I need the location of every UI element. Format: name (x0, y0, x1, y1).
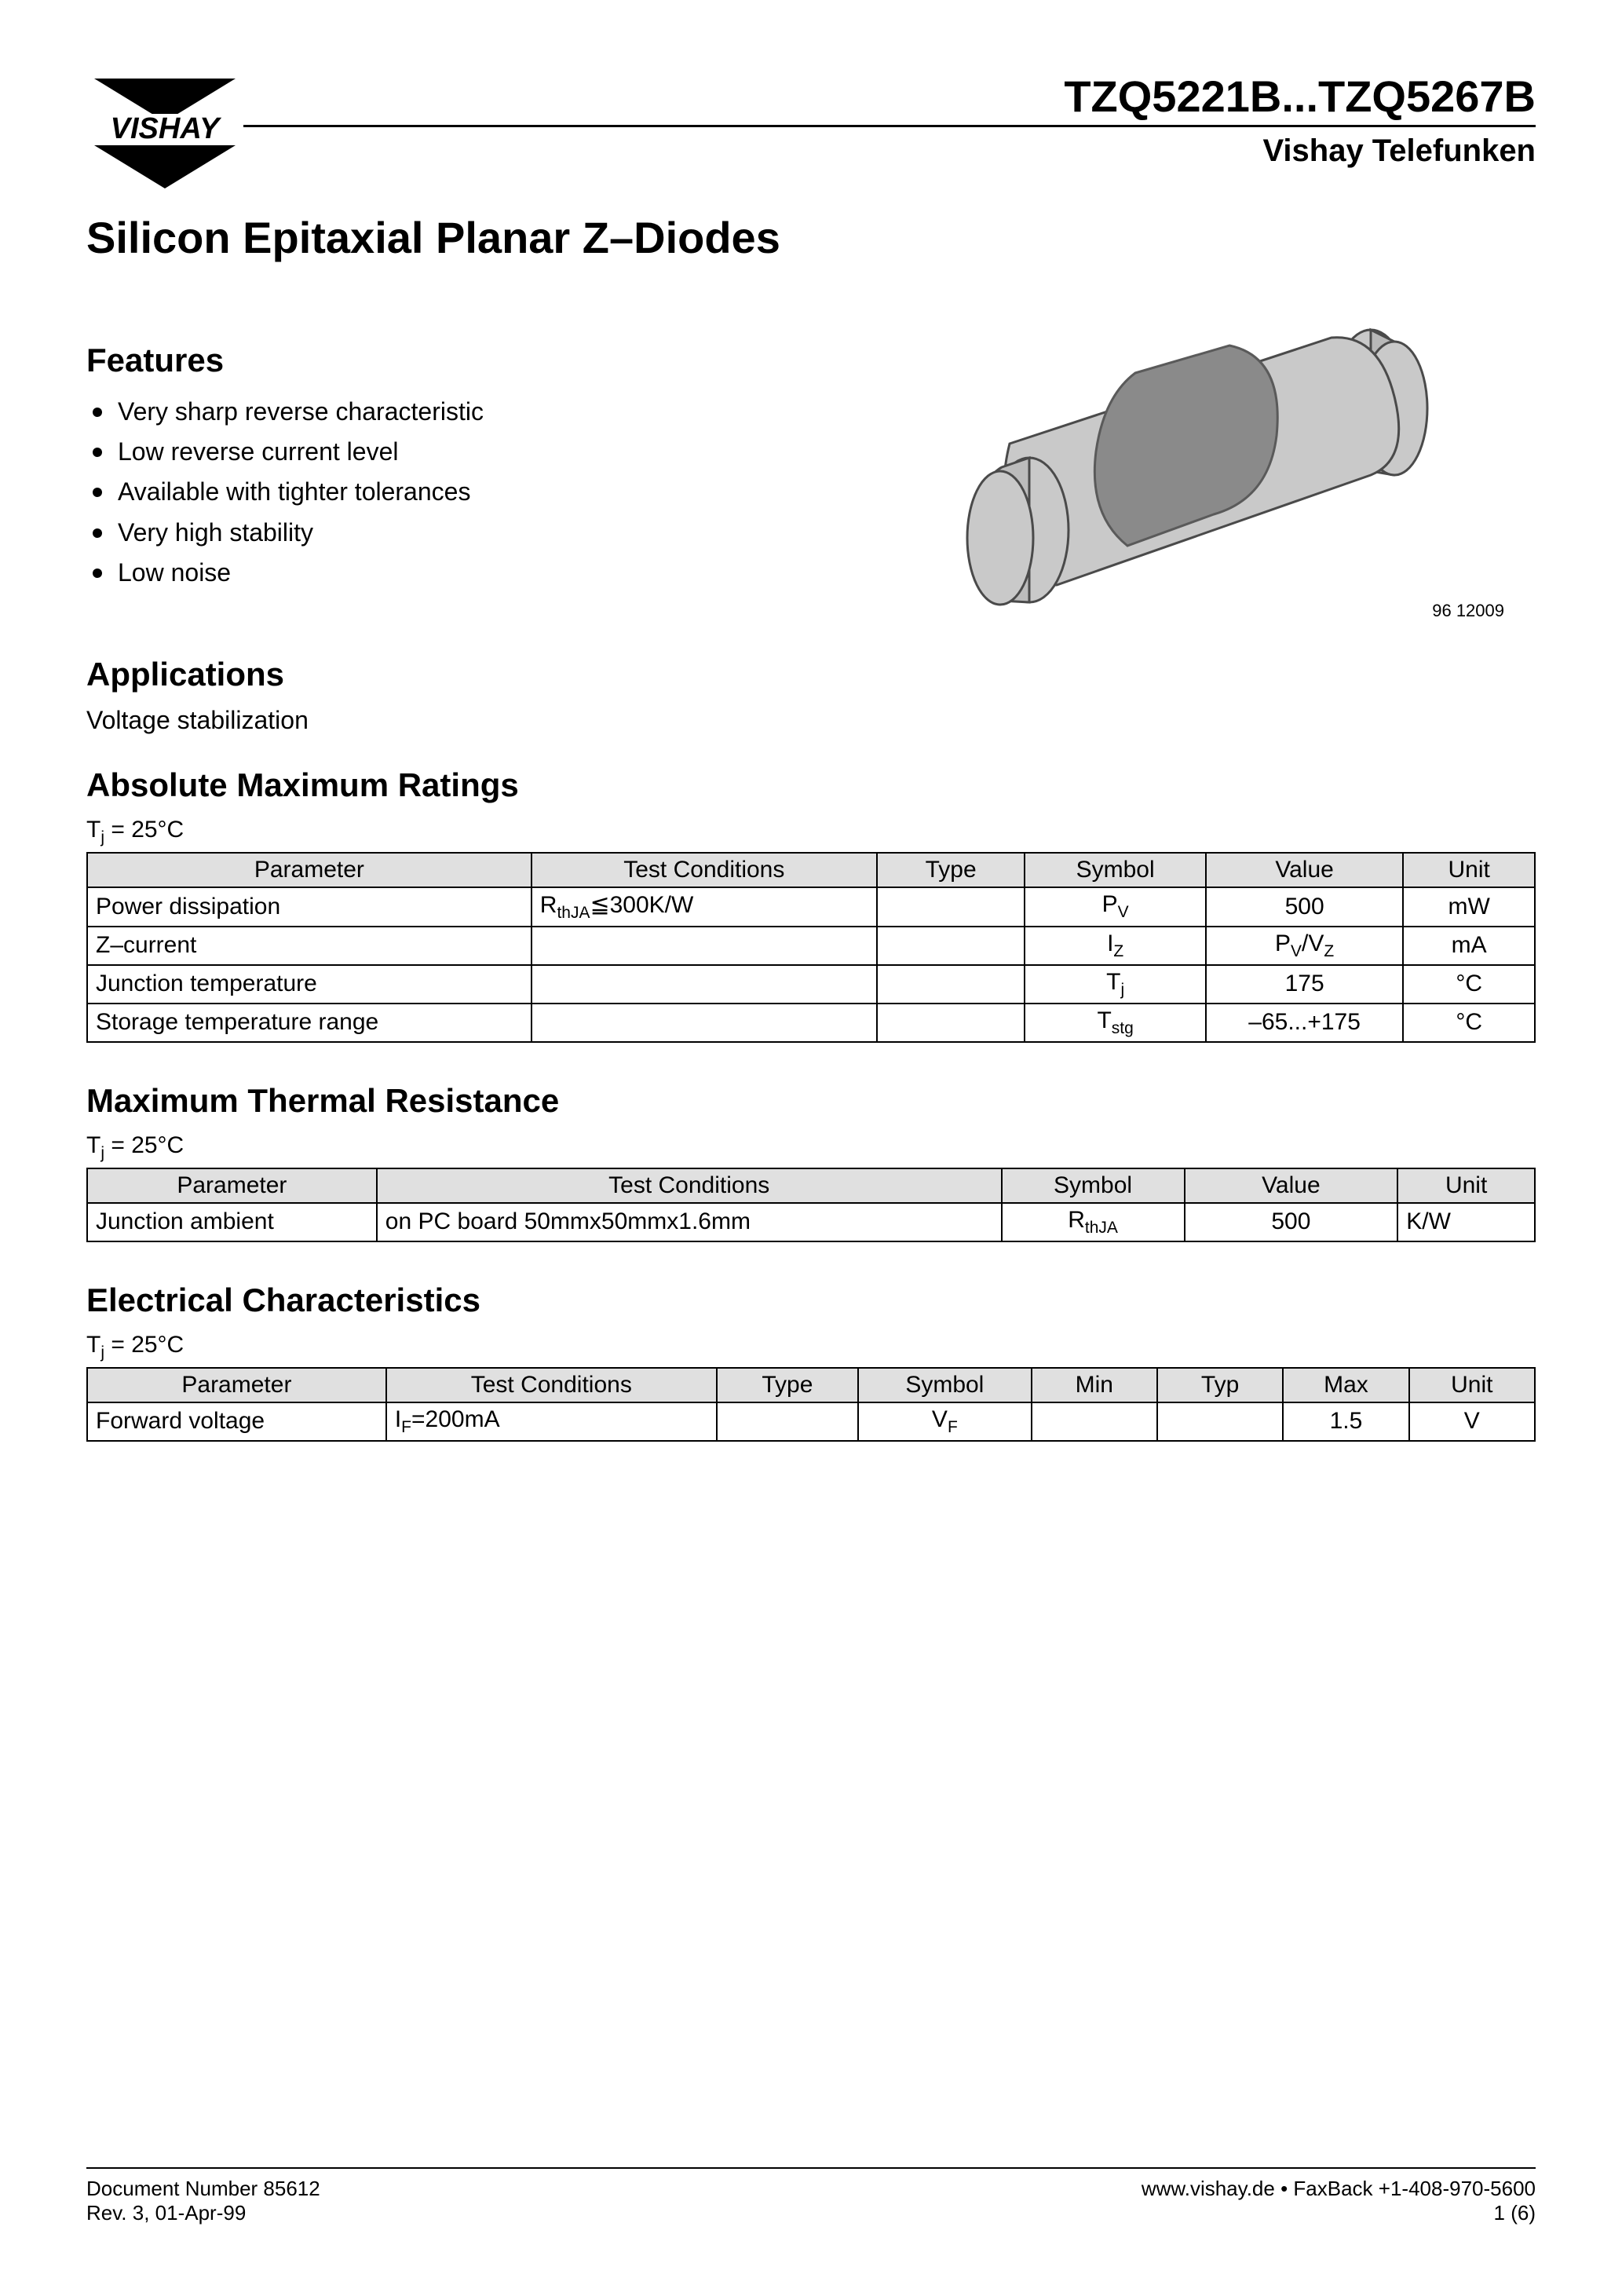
table-cell: mW (1403, 887, 1535, 927)
table-cell: K/W (1397, 1203, 1535, 1241)
table-header: Max (1283, 1368, 1408, 1402)
table-cell (532, 1004, 877, 1042)
table-cell: RthJA≦300K/W (532, 887, 877, 927)
component-illustration (892, 310, 1489, 640)
feature-item: Very high stability (86, 513, 860, 553)
table-cell: –65...+175 (1206, 1004, 1403, 1042)
table-cell: Storage temperature range (87, 1004, 532, 1042)
feature-item: Low reverse current level (86, 432, 860, 472)
table-header: Test Conditions (377, 1168, 1002, 1203)
table-cell: Forward voltage (87, 1402, 386, 1441)
part-number: TZQ5221B...TZQ5267B (243, 71, 1536, 125)
electrical-table: ParameterTest ConditionsTypeSymbolMinTyp… (86, 1367, 1536, 1442)
thermal-heading: Maximum Thermal Resistance (86, 1082, 1536, 1120)
applications-text: Voltage stabilization (86, 706, 860, 735)
table-cell (1157, 1402, 1283, 1441)
table-cell: PV (1025, 887, 1205, 927)
abs-max-table: ParameterTest ConditionsTypeSymbolValueU… (86, 852, 1536, 1043)
table-cell (1032, 1402, 1157, 1441)
electrical-heading: Electrical Characteristics (86, 1281, 1536, 1319)
table-cell: VF (858, 1402, 1031, 1441)
table-cell: PV/VZ (1206, 927, 1403, 965)
table-cell (532, 927, 877, 965)
table-header: Symbol (1025, 853, 1205, 887)
electrical-condition: Tj = 25°C (86, 1332, 1536, 1362)
table-header: Unit (1403, 853, 1535, 887)
vishay-logo: VISHAY (86, 71, 243, 188)
table-cell: mA (1403, 927, 1535, 965)
feature-item: Very sharp reverse characteristic (86, 392, 860, 432)
table-cell: 1.5 (1283, 1402, 1408, 1441)
table-cell: 175 (1206, 965, 1403, 1004)
table-cell: Z–current (87, 927, 532, 965)
table-header: Parameter (87, 1168, 377, 1203)
table-cell: V (1409, 1402, 1535, 1441)
table-cell (877, 887, 1025, 927)
features-heading: Features (86, 342, 860, 379)
table-header: Test Conditions (386, 1368, 717, 1402)
footer-contact: www.vishay.de • FaxBack +1-408-970-5600 (1142, 2177, 1536, 2201)
table-cell: °C (1403, 965, 1535, 1004)
table-row: Z–current IZPV/VZmA (87, 927, 1535, 965)
logo-text: VISHAY (111, 112, 222, 145)
table-header: Symbol (858, 1368, 1031, 1402)
table-header: Unit (1397, 1168, 1535, 1203)
table-cell: Junction ambient (87, 1203, 377, 1241)
table-cell: Tstg (1025, 1004, 1205, 1042)
table-cell (877, 1004, 1025, 1042)
page-header: VISHAY TZQ5221B...TZQ5267B Vishay Telefu… (86, 71, 1536, 188)
table-cell: RthJA (1002, 1203, 1185, 1241)
table-cell: Tj (1025, 965, 1205, 1004)
feature-item: Low noise (86, 553, 860, 593)
abs-max-condition: Tj = 25°C (86, 817, 1536, 847)
table-row: Power dissipationRthJA≦300K/W PV500mW (87, 887, 1535, 927)
table-cell (532, 965, 877, 1004)
image-code: 96 12009 (1432, 601, 1504, 621)
table-header: Parameter (87, 1368, 386, 1402)
table-cell: on PC board 50mmx50mmx1.6mm (377, 1203, 1002, 1241)
page-footer: Document Number 85612 Rev. 3, 01-Apr-99 … (86, 2167, 1536, 2225)
table-cell (877, 965, 1025, 1004)
table-header: Parameter (87, 853, 532, 887)
table-cell: Junction temperature (87, 965, 532, 1004)
table-header: Min (1032, 1368, 1157, 1402)
brand-name: Vishay Telefunken (243, 125, 1536, 169)
table-header: Unit (1409, 1368, 1535, 1402)
table-header: Value (1185, 1168, 1398, 1203)
table-header: Type (877, 853, 1025, 887)
feature-item: Available with tighter tolerances (86, 472, 860, 512)
abs-max-heading: Absolute Maximum Ratings (86, 766, 1536, 804)
table-cell: 500 (1206, 887, 1403, 927)
doc-number: Document Number 85612 (86, 2177, 320, 2201)
vishay-logo-icon: VISHAY (86, 71, 243, 188)
features-list: Very sharp reverse characteristicLow rev… (86, 392, 860, 593)
table-cell (717, 1402, 858, 1441)
table-row: Junction temperature Tj175°C (87, 965, 1535, 1004)
table-header: Type (717, 1368, 858, 1402)
table-header: Test Conditions (532, 853, 877, 887)
thermal-condition: Tj = 25°C (86, 1132, 1536, 1163)
table-header: Value (1206, 853, 1403, 887)
thermal-table: ParameterTest ConditionsSymbolValueUnit … (86, 1168, 1536, 1242)
table-cell: °C (1403, 1004, 1535, 1042)
table-cell: IF=200mA (386, 1402, 717, 1441)
table-row: Junction ambienton PC board 50mmx50mmx1.… (87, 1203, 1535, 1241)
table-header: Typ (1157, 1368, 1283, 1402)
table-header: Symbol (1002, 1168, 1185, 1203)
table-row: Storage temperature range Tstg–65...+175°… (87, 1004, 1535, 1042)
page-number: 1 (6) (1142, 2201, 1536, 2225)
table-cell (877, 927, 1025, 965)
table-cell: Power dissipation (87, 887, 532, 927)
table-cell: 500 (1185, 1203, 1398, 1241)
page-title: Silicon Epitaxial Planar Z–Diodes (86, 212, 1536, 263)
table-cell: IZ (1025, 927, 1205, 965)
doc-revision: Rev. 3, 01-Apr-99 (86, 2201, 320, 2225)
table-row: Forward voltageIF=200mA VF 1.5V (87, 1402, 1535, 1441)
applications-heading: Applications (86, 656, 860, 693)
